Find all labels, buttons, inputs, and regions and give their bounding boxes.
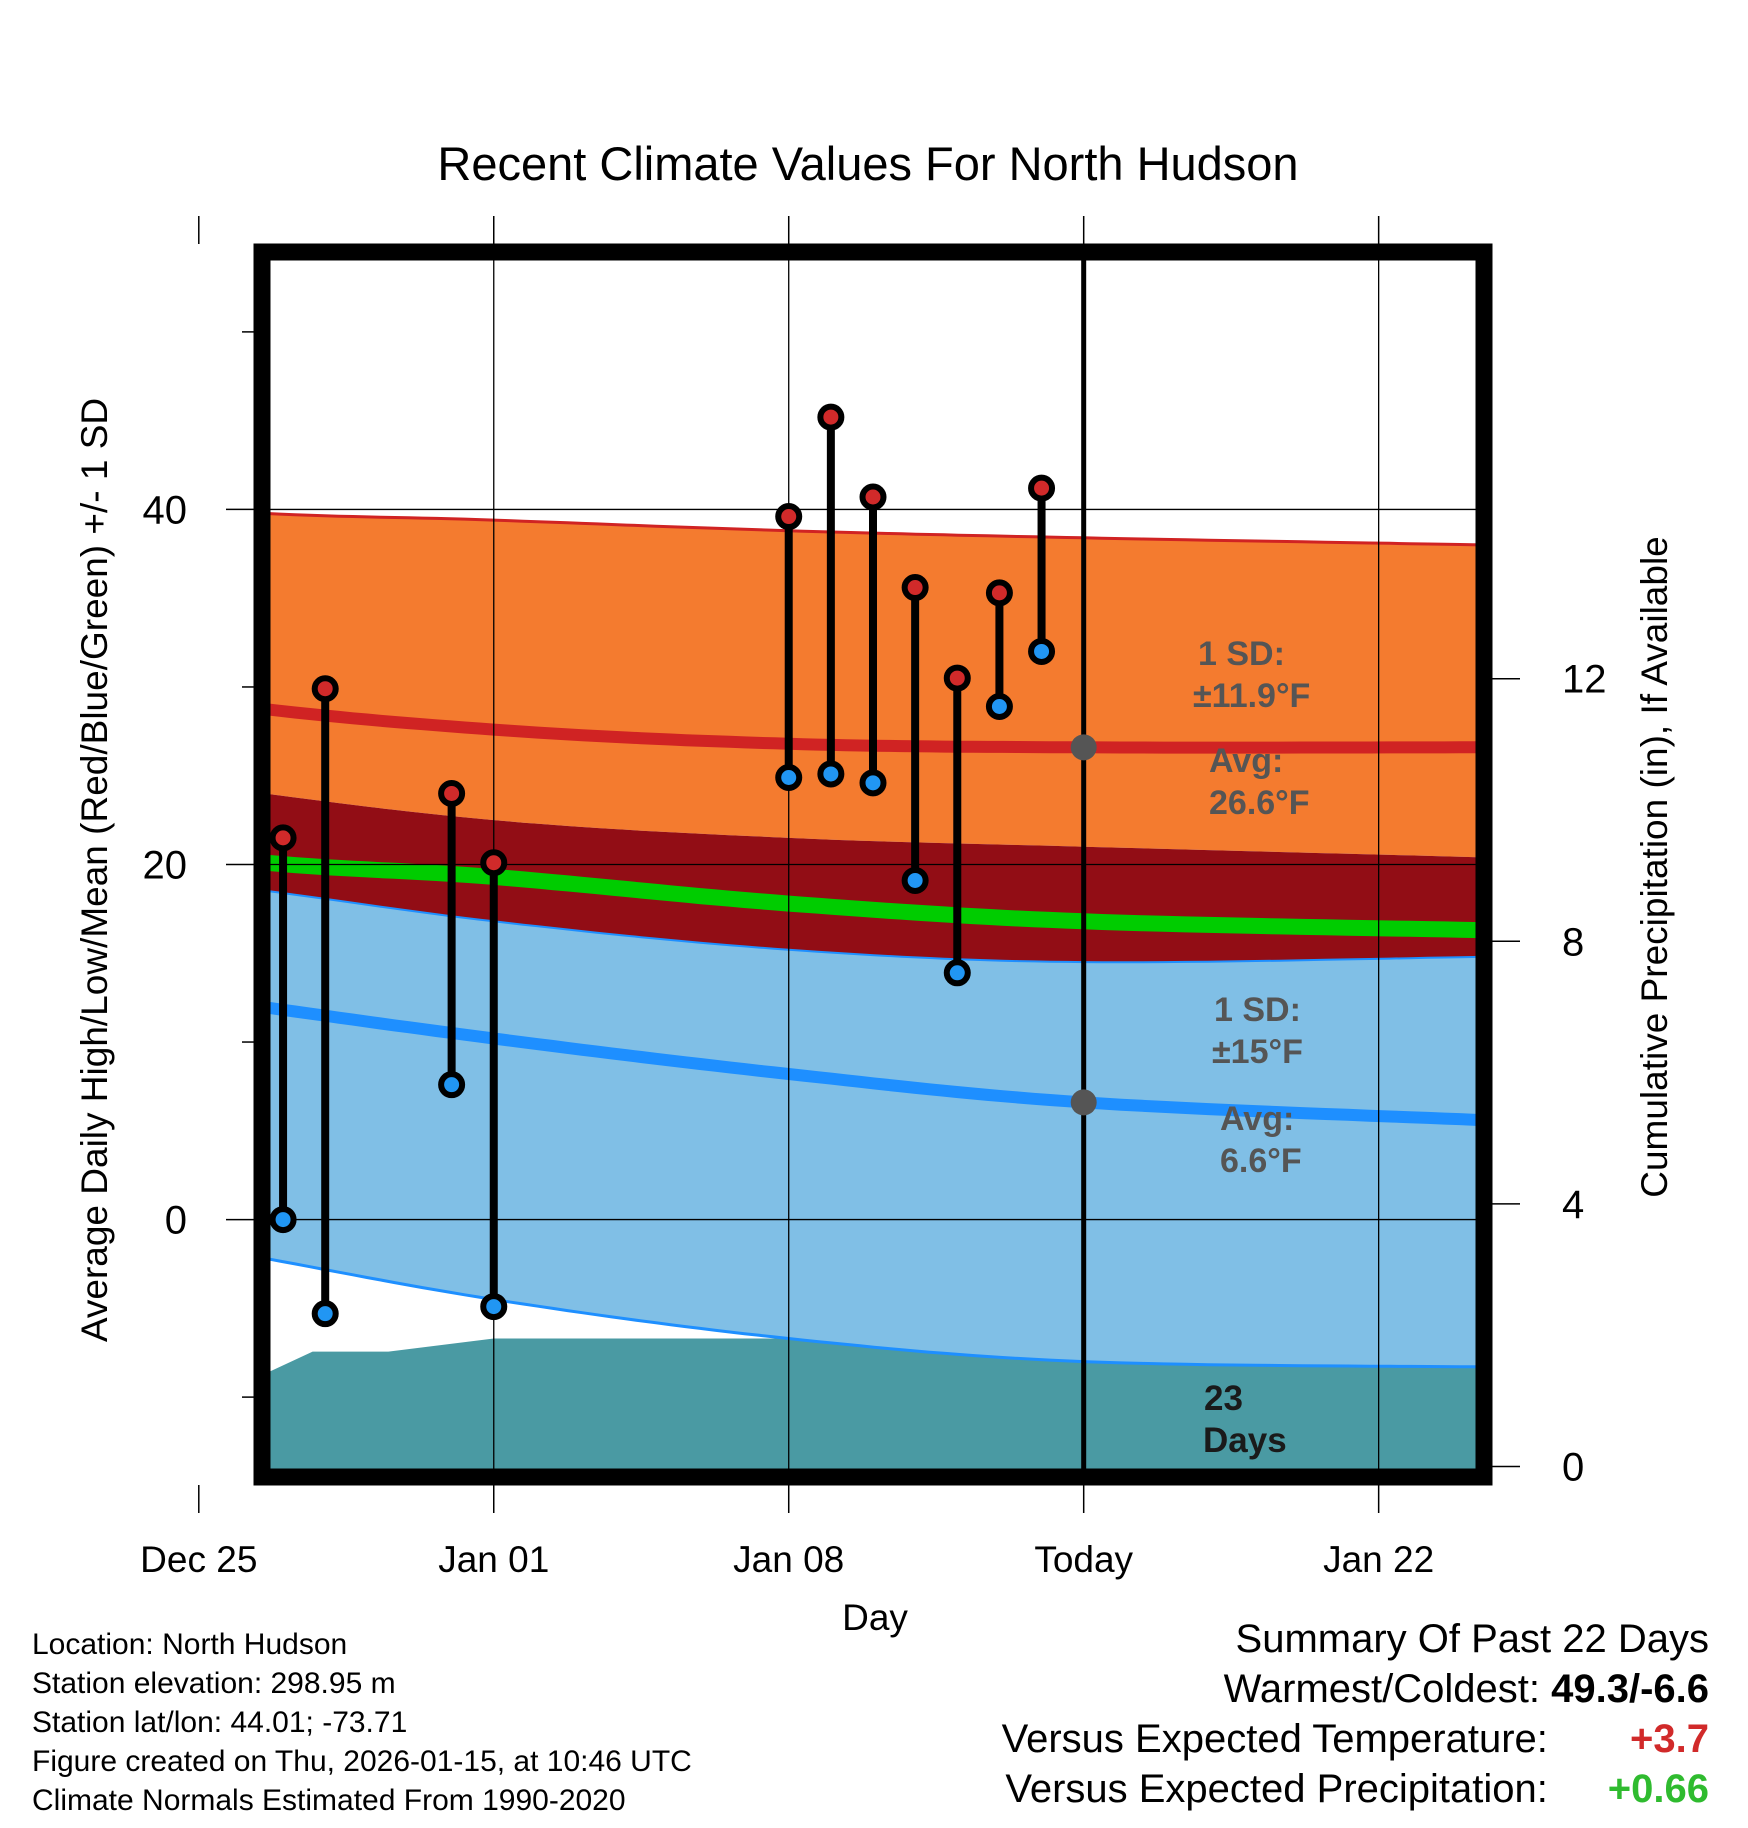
temp-diff-label: Versus Expected Temperature: — [1001, 1717, 1548, 1761]
y-tick-label-right: 4 — [1562, 1183, 1584, 1227]
summary-temp-row: Versus Expected Temperature: +3.7 — [1002, 1714, 1709, 1764]
elevation-text: Station elevation: 298.95 m — [32, 1667, 396, 1700]
high-avg-value: 26.6°F — [1209, 784, 1310, 822]
obs-high-point — [269, 824, 297, 852]
low-mean-line — [262, 1000, 1484, 1127]
obs-high-point — [438, 779, 466, 807]
station-info: Location: North Hudson Station elevation… — [32, 1625, 692, 1820]
y-tick-label-right: 0 — [1562, 1445, 1584, 1489]
y-tick-label-left: 40 — [143, 488, 188, 532]
obs-low-point — [985, 692, 1013, 720]
x-axis-label: Day — [842, 1597, 908, 1638]
high-avg-label: Avg: — [1209, 742, 1283, 780]
summary-panel: Summary Of Past 22 Days Warmest/Coldest:… — [1002, 1614, 1709, 1814]
obs-low-point — [438, 1071, 466, 1099]
x-tick-label: Jan 08 — [733, 1539, 844, 1580]
obs-low-point — [269, 1206, 297, 1234]
obs-high-point — [775, 503, 803, 531]
obs-high-point — [901, 574, 929, 602]
low-sd-lower-line — [262, 1256, 1484, 1369]
obs-low-point — [311, 1300, 339, 1328]
obs-high-point — [188, 639, 209, 660]
obs-low-point — [20, 886, 41, 907]
high-sd-label: 1 SD: — [1198, 635, 1285, 673]
plot-frame — [253, 243, 1493, 1486]
annotations: 1 SD: ±11.9°F Avg: 26.6°F 1 SD: ±15°F Av… — [1070, 635, 1310, 1460]
y-tick-label-left: 0 — [165, 1199, 187, 1243]
obs-high-point — [480, 849, 508, 877]
low-sd-label: 1 SD: — [1214, 991, 1301, 1029]
observations — [20, 403, 1056, 1347]
x-tick-label: Jan 01 — [438, 1539, 549, 1580]
summary-title: Summary Of Past 22 Days — [1235, 1617, 1709, 1661]
obs-low-point — [817, 760, 845, 788]
low-sd-upper-line — [262, 889, 1484, 964]
created-text: Figure created on Thu, 2026-01-15, at 10… — [32, 1745, 692, 1778]
high-avg-marker — [1070, 734, 1097, 761]
obs-high-point — [943, 664, 971, 692]
precip-diff-value: +0.66 — [1607, 1767, 1709, 1811]
obs-low-point — [943, 959, 971, 987]
obs-high-point — [146, 625, 167, 646]
obs-high-point — [859, 483, 887, 511]
obs-low-point — [1028, 637, 1056, 665]
location-text: Location: North Hudson — [32, 1628, 348, 1661]
temp-diff-value: +3.7 — [1630, 1717, 1709, 1761]
obs-high-point — [311, 675, 339, 703]
chart-title: Recent Climate Values For North Hudson — [437, 137, 1298, 190]
low-sd-value: ±15°F — [1212, 1033, 1303, 1071]
obs-low-point — [188, 1090, 209, 1111]
low-avg-label: Avg: — [1220, 1100, 1294, 1138]
low-avg-value: 6.6°F — [1220, 1142, 1302, 1180]
latlon-text: Station lat/lon: 44.01; -73.71 — [32, 1706, 408, 1739]
high-mean-line — [262, 702, 1484, 754]
warm-cold-value: 49.3/-6.6 — [1551, 1667, 1709, 1711]
today-days-label-line1: 23 — [1204, 1379, 1243, 1418]
x-tick-label: Dec 25 — [140, 1539, 257, 1580]
obs-low-point — [775, 764, 803, 792]
y-tick-label-right: 12 — [1562, 658, 1607, 702]
normals-text: Climate Normals Estimated From 1990-2020 — [32, 1784, 626, 1817]
obs-low-point — [480, 1293, 508, 1321]
obs-low-point — [901, 866, 929, 894]
today-days-label-line2: Days — [1203, 1421, 1287, 1460]
mean-line — [262, 854, 1484, 939]
y-tick-label-right: 8 — [1562, 920, 1584, 964]
high-sd-upper-line — [262, 511, 1484, 547]
low-sd-band — [262, 890, 1484, 1367]
x-tick-label: Jan 22 — [1323, 1539, 1434, 1580]
summary-warm-cold-row: Warmest/Coldest: 49.3/-6.6 — [1002, 1664, 1709, 1714]
plot-area — [20, 252, 1484, 1477]
x-tick-label: Today — [1034, 1539, 1133, 1580]
summary-precip-row: Versus Expected Precipitation: +0.66 — [1002, 1764, 1709, 1814]
high-sd-value: ±11.9°F — [1193, 677, 1310, 715]
y-axis-label-right: Cumulative Precipitation (in), If Availa… — [1634, 536, 1675, 1198]
obs-high-point — [985, 579, 1013, 607]
low-avg-marker — [1070, 1089, 1097, 1116]
obs-low-point — [230, 1326, 251, 1347]
obs-high-point — [20, 579, 41, 600]
obs-low-point — [859, 769, 887, 797]
y-axis-label-left: Average Daily High/Low/Mean (Red/Blue/Gr… — [74, 398, 115, 1342]
obs-high-point — [230, 1000, 251, 1021]
precip-diff-label: Versus Expected Precipitation: — [1005, 1767, 1548, 1811]
obs-high-point — [817, 403, 845, 431]
y-tick-label-left: 20 — [143, 844, 188, 888]
warm-cold-label: Warmest/Coldest: — [1223, 1667, 1540, 1711]
obs-high-point — [1028, 474, 1056, 502]
